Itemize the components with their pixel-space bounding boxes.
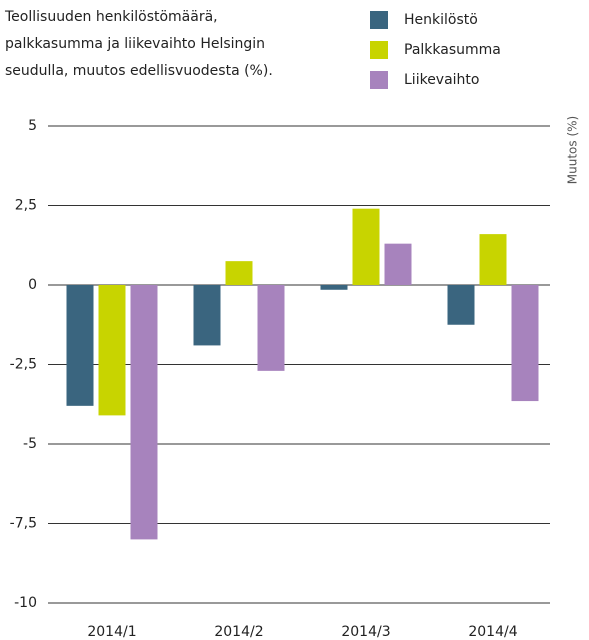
- x-tick-label: 2014/3: [341, 624, 390, 640]
- chart-title: seudulla, muutos edellisvuodesta (%).: [5, 63, 273, 79]
- legend-swatch: [370, 11, 388, 29]
- chart-title: Teollisuuden henkilöstömäärä,: [4, 9, 218, 25]
- legend-swatch: [370, 71, 388, 89]
- bar: [225, 261, 253, 285]
- bar: [320, 285, 348, 290]
- y-tick-label: -7,5: [10, 516, 37, 532]
- bar: [384, 243, 412, 285]
- y-tick-label: 0: [28, 277, 37, 293]
- y-tick-label: -2,5: [10, 357, 37, 373]
- x-tick-label: 2014/2: [214, 624, 263, 640]
- bar: [66, 285, 94, 406]
- bar: [130, 285, 158, 540]
- x-tick-label: 2014/4: [468, 624, 517, 640]
- bar: [447, 285, 475, 325]
- bar: [98, 285, 126, 416]
- chart-title: palkkasumma ja liikevaihto Helsingin: [5, 36, 265, 52]
- x-tick-label: 2014/1: [87, 624, 136, 640]
- y-tick-label: -5: [23, 436, 37, 452]
- y-tick-label: -10: [14, 595, 37, 611]
- y-tick-label: 5: [28, 118, 37, 134]
- y-axis-label: Muutos (%): [566, 116, 580, 184]
- bar: [511, 285, 539, 402]
- y-tick-label: 2,5: [15, 198, 37, 214]
- legend-label: Henkilöstö: [404, 12, 478, 28]
- bar: [352, 208, 380, 285]
- legend-label: Palkkasumma: [404, 42, 501, 58]
- bar: [479, 234, 507, 285]
- bar: [257, 285, 285, 371]
- legend-swatch: [370, 41, 388, 59]
- bar: [193, 285, 221, 346]
- legend-label: Liikevaihto: [404, 72, 479, 88]
